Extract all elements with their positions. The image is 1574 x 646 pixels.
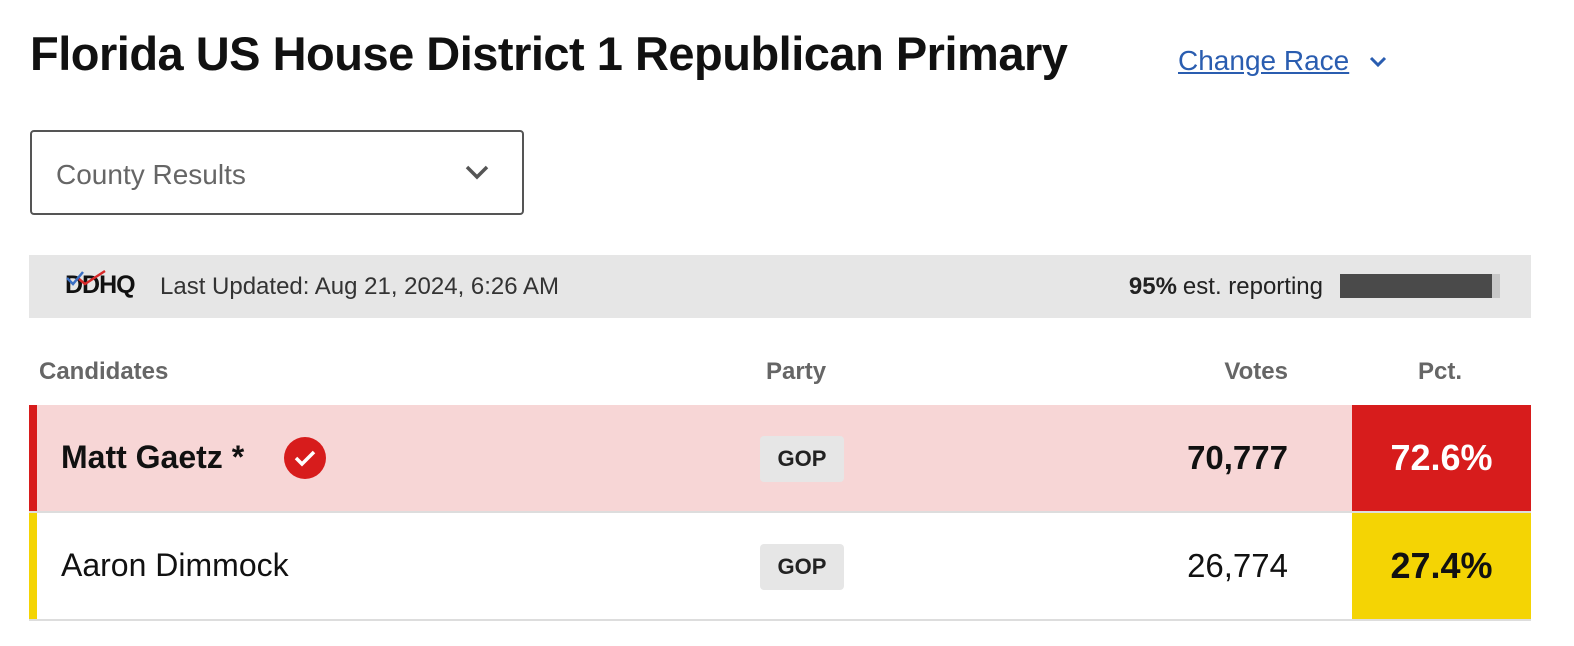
column-header: Party — [766, 358, 827, 385]
race-title: Florida US House District 1 Republican P… — [30, 27, 1068, 80]
dropdown-chevron[interactable] — [464, 162, 490, 184]
reporting-bar — [1340, 274, 1492, 298]
reporting-text: est. reporting — [1182, 273, 1323, 300]
last-updated: Last Updated: Aug 21, 2024, 6:26 AM — [160, 273, 559, 300]
party-badge: GOP — [760, 436, 844, 482]
vote-percent: 72.6% — [1352, 405, 1531, 511]
candidate-name: Matt Gaetz * — [61, 439, 245, 475]
vote-count: 26,774 — [1187, 547, 1288, 584]
reporting-pct: 95% — [1128, 273, 1177, 300]
status-bar: DDHQ Last Updated: Aug 21, 2024, 6:26 AM… — [29, 255, 1531, 318]
reporting-track — [1340, 274, 1500, 298]
dropdown-label[interactable]: County Results — [56, 159, 246, 190]
source-text: DDHQ — [65, 271, 136, 299]
vote-percent: 27.4% — [1352, 513, 1531, 619]
column-header: Pct. — [1418, 358, 1463, 385]
candidate-name: Aaron Dimmock — [61, 547, 289, 583]
party-badge: GOP — [760, 544, 844, 590]
column-header: Candidates — [39, 358, 169, 385]
change-race-chevron[interactable] — [1368, 52, 1388, 72]
candidate-color-bar — [29, 513, 37, 619]
candidate-row: Matt Gaetz * GOP 70,777 72.6% — [29, 405, 1531, 513]
winner-check — [284, 437, 326, 479]
candidate-row: Aaron Dimmock GOP 26,774 27.4% — [29, 513, 1531, 621]
source-logo: DDHQ — [65, 269, 136, 300]
candidate-color-bar — [29, 405, 37, 511]
logo-checks — [66, 269, 106, 286]
vote-count: 70,777 — [1187, 439, 1288, 476]
reporting-info: 95% est. reporting — [1129, 273, 1323, 301]
column-header: Votes — [1224, 358, 1288, 385]
results-dropdown[interactable]: County Results — [30, 130, 524, 215]
change-race-link[interactable]: Change Race — [1178, 45, 1350, 76]
